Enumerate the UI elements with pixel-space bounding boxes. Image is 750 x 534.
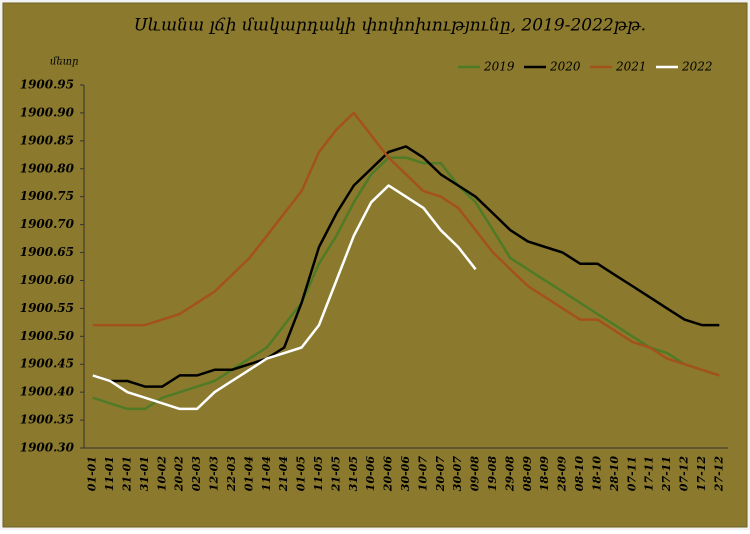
x-tick-label: 10-06 [364,456,377,492]
x-tick-label: 20-07 [434,456,447,493]
x-tick-label: 08-10 [573,456,586,492]
background [2,2,748,528]
x-tick-label: 07-11 [625,456,638,491]
legend-label: 2020 [549,60,581,74]
x-tick-label: 17-12 [695,456,708,492]
x-tick-label: 10-07 [416,456,429,492]
x-tick-label: 31-01 [138,456,151,491]
x-tick-label: 02-03 [190,456,203,492]
x-tick-label: 01-01 [86,456,99,491]
x-tick-label: 27-12 [712,456,725,493]
y-tick-label: 1900.40 [20,385,75,399]
y-tick-label: 1900.55 [20,301,74,315]
chart-title: Սևանա լճի մակարդակի փոփոխությունը, 2019-… [134,16,646,36]
x-tick-label: 09-08 [469,456,482,492]
y-tick-label: 1900.95 [20,78,74,92]
x-tick-label: 11-01 [103,456,116,491]
y-tick-label: 1900.75 [20,189,74,203]
x-tick-label: 21-04 [277,456,290,492]
x-tick-label: 20-02 [173,456,186,493]
x-tick-label: 10-02 [155,456,168,492]
x-tick-label: 01-05 [295,456,308,491]
x-tick-label: 21-01 [121,456,134,492]
x-tick-label: 11-05 [312,456,325,491]
x-tick-label: 30-07 [451,456,464,492]
x-tick-label: 07-12 [677,456,690,492]
x-tick-label: 17-11 [643,456,656,491]
x-tick-label: 29-08 [503,456,516,493]
y-tick-label: 1900.90 [20,105,75,119]
x-tick-label: 18-10 [590,456,603,492]
x-tick-label: 27-11 [660,456,673,492]
series-line [92,111,720,377]
x-tick-label: 31-05 [347,456,360,491]
x-tick-label: 22-03 [225,456,238,493]
y-tick-label: 1900.80 [20,161,75,175]
y-tick-label: 1900.70 [20,217,75,231]
x-tick-label: 18-09 [538,456,551,492]
y-tick-label: 1900.35 [20,413,74,427]
x-tick-label: 28-10 [608,456,621,493]
x-tick-label: 11-04 [260,456,273,491]
legend-label: 2022 [681,60,713,74]
legend-label: 2021 [615,60,647,74]
y-tick-label: 1900.30 [20,441,75,455]
x-tick-label: 28-09 [556,456,569,493]
y-axis-label: մետր [50,57,78,68]
x-tick-label: 19-08 [486,456,499,492]
y-tick-label: 1900.50 [20,329,75,343]
y-tick-label: 1900.85 [20,133,74,147]
x-tick-label: 20-06 [382,456,395,493]
x-tick-label: 08-09 [521,456,534,492]
series-line [92,184,477,411]
x-tick-label: 01-04 [242,456,255,491]
x-tick-label: 12-03 [208,456,221,492]
series-line [92,145,720,388]
x-tick-label: 21-05 [329,456,342,492]
series-line [92,156,720,411]
y-tick-label: 1900.45 [20,357,74,371]
y-tick-label: 1900.60 [20,273,75,287]
y-tick-label: 1900.65 [20,245,74,259]
legend-label: 2019 [483,60,515,74]
x-tick-label: 30-06 [399,456,412,492]
